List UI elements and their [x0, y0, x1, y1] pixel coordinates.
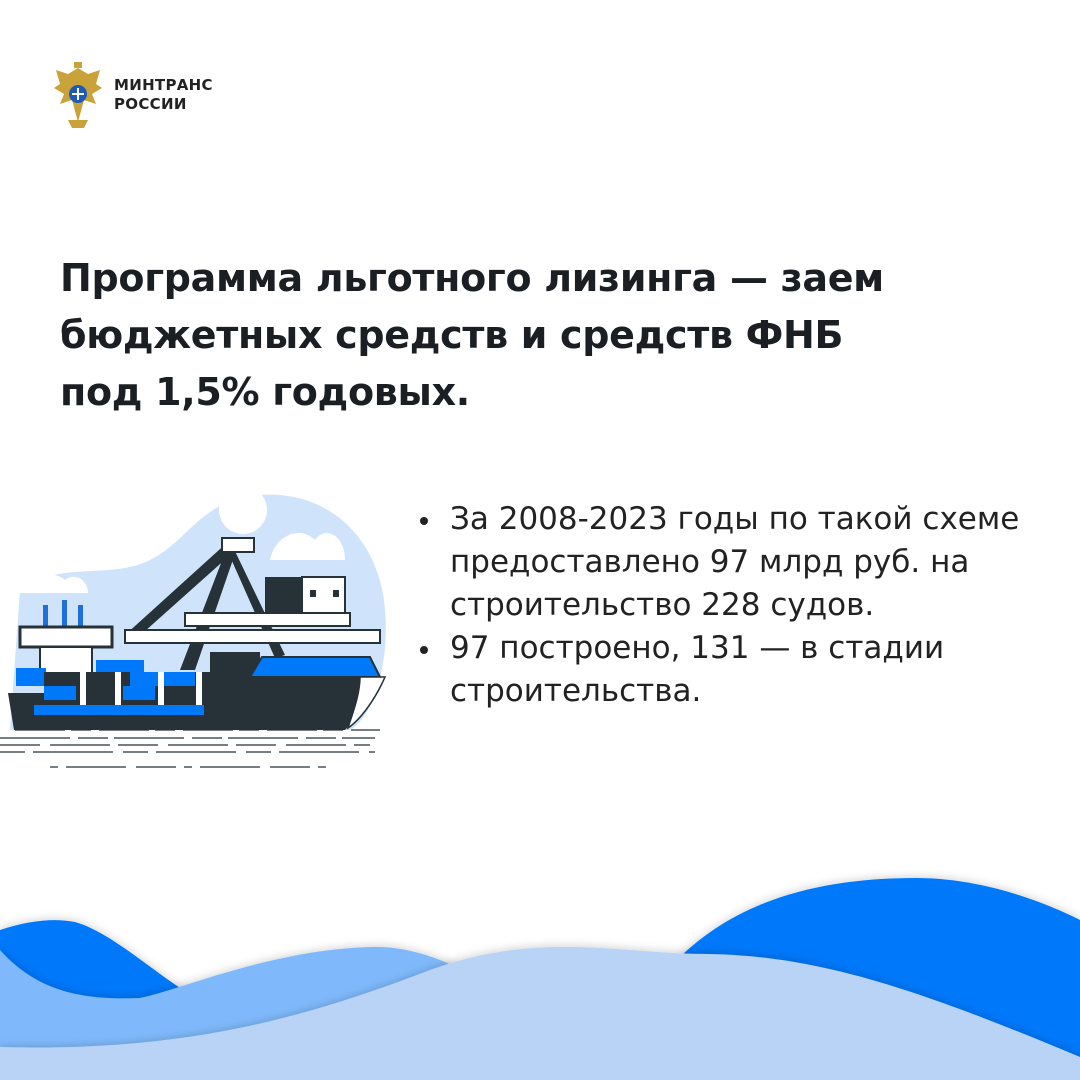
decorative-waves — [0, 878, 1080, 1080]
title-line: под 1,5% годовых. — [60, 370, 470, 414]
title-line: бюджетных средств и средств ФНБ — [60, 313, 844, 357]
fact-item: За 2008-2023 годы по такой схеме предост… — [418, 498, 1058, 627]
fact-item: 97 построено, 131 — в стадии строительст… — [418, 627, 1058, 713]
title-line: Программа льготного лизинга — заем — [60, 256, 884, 300]
logo-line-1: МИНТРАНС — [114, 76, 213, 94]
wave-pale — [0, 946, 1080, 1080]
cloud — [15, 574, 88, 593]
page-title: Программа льготного лизинга — заем бюдже… — [60, 250, 884, 421]
cloud — [270, 532, 345, 560]
ministry-logo: МИНТРАНС РОССИИ — [50, 60, 213, 130]
facts-list: За 2008-2023 годы по такой схеме предост… — [418, 498, 1058, 713]
cargo-ship-illustration — [0, 486, 387, 768]
eagle-emblem-icon — [54, 62, 102, 128]
sun — [219, 486, 267, 534]
logo-line-2: РОССИИ — [114, 95, 187, 113]
